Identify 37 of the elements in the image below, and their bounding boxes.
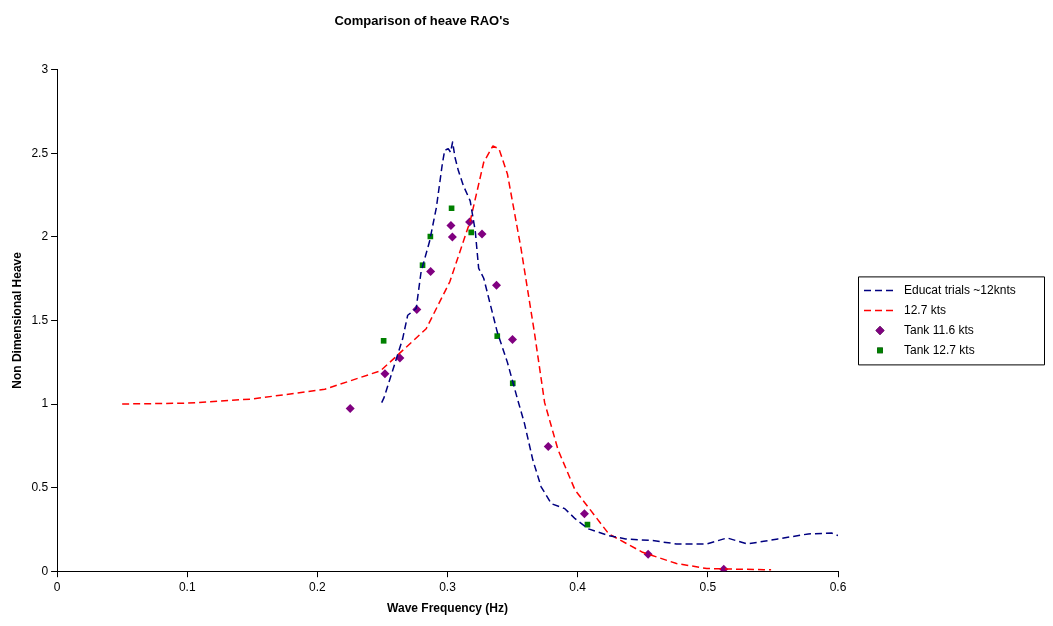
legend-label: Educat trials ~12knts <box>904 282 1016 297</box>
x-tick-label: 0 <box>53 579 61 594</box>
x-tick-label: 0.4 <box>569 579 587 594</box>
point <box>494 333 501 339</box>
point <box>579 509 589 519</box>
chart-title: Comparison of heave RAO's <box>334 13 510 29</box>
y-tick-label: 2.5 <box>31 145 49 160</box>
legend-label: 12.7 kts <box>904 302 947 317</box>
point <box>345 404 355 414</box>
y-tick-label: 2 <box>41 229 49 244</box>
legend-label: Tank 11.6 kts <box>904 322 974 337</box>
y-tick-label: 3 <box>41 61 49 76</box>
line-series <box>380 141 838 545</box>
point <box>507 334 517 344</box>
x-axis-title: Wave Frequency (Hz) <box>387 601 508 616</box>
y-tick-label: 1 <box>41 396 49 411</box>
point <box>491 280 501 290</box>
x-tick-label: 0.3 <box>439 579 457 594</box>
y-tick-label: 0 <box>41 563 49 578</box>
x-tick-label: 0.6 <box>829 579 847 594</box>
y-tick-label: 1.5 <box>31 312 49 327</box>
point <box>446 220 456 230</box>
point <box>426 267 436 277</box>
x-tick-label: 0.5 <box>699 579 717 594</box>
point <box>477 229 487 239</box>
line-series <box>121 145 772 571</box>
point <box>380 369 390 379</box>
x-tick-label: 0.2 <box>309 579 327 594</box>
y-axis-title: Non Dimensional Heave <box>9 251 24 389</box>
point <box>447 232 457 242</box>
point <box>468 229 475 236</box>
x-tick-label: 0.1 <box>178 579 196 594</box>
point <box>380 337 387 344</box>
point <box>543 441 553 451</box>
y-tick-label: 0.5 <box>31 479 49 494</box>
point <box>448 205 455 212</box>
legend-label: Tank 12.7 kts <box>904 342 975 357</box>
